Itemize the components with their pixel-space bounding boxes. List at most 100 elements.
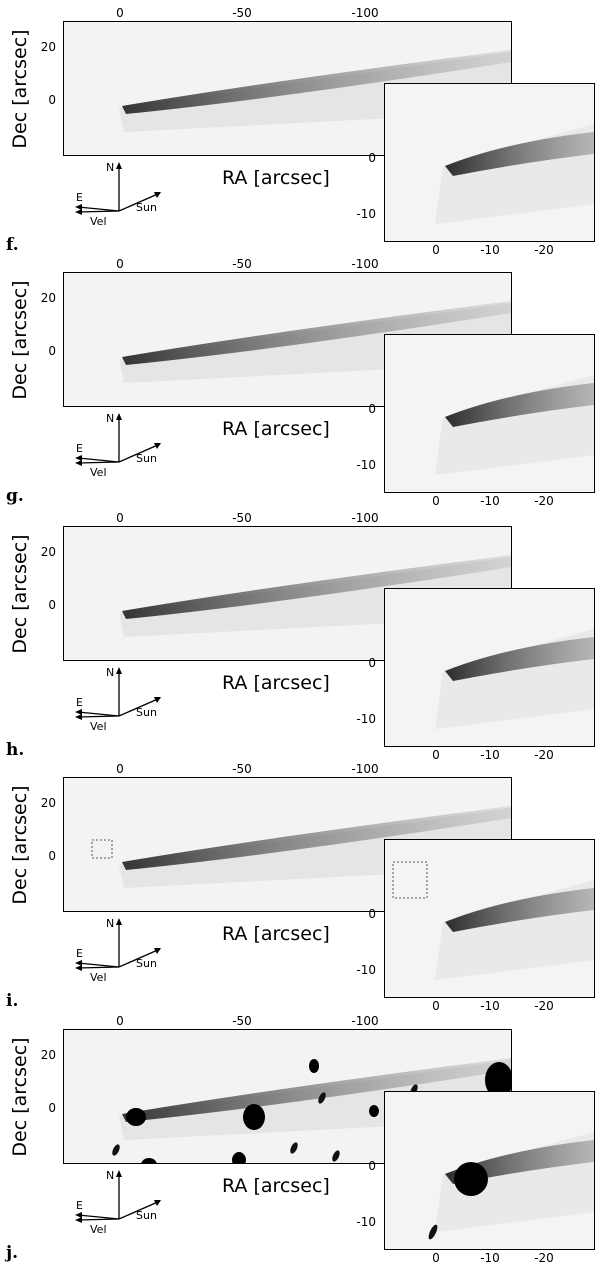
north-label: N (106, 917, 114, 930)
inset-image (384, 839, 595, 998)
dec-tick-label: 0 (48, 1101, 56, 1115)
orientation-compass: N E Vel Sun (72, 159, 182, 229)
dec-tick-label: 20 (40, 796, 56, 810)
dec-axis-label: Dec [arcsec] (9, 280, 31, 400)
ra-axis-label: RA [arcsec] (222, 923, 330, 945)
inset-dec-tick: -10 (356, 458, 376, 472)
inset-image (384, 588, 595, 747)
inset-ra-tick: -10 (480, 243, 500, 257)
ra-tick-label: 0 (116, 1014, 124, 1028)
ra-tick-label: 0 (116, 762, 124, 776)
panel-letter: g. (6, 486, 24, 506)
ra-tick-label: -50 (232, 6, 252, 20)
east-label: E (76, 442, 83, 455)
east-label: E (76, 1199, 83, 1212)
inset-dec-tick: 0 (368, 907, 376, 921)
inset-ra-tick: -10 (480, 748, 500, 762)
dec-axis-label: Dec [arcsec] (9, 1037, 31, 1157)
inset-ra-tick: 0 (432, 494, 440, 508)
inset-image (384, 334, 595, 493)
orientation-compass: N E Vel Sun (72, 1167, 182, 1237)
dec-tick-label: 0 (48, 849, 56, 863)
north-label: N (106, 666, 114, 679)
ra-tick-label: -50 (232, 511, 252, 525)
dec-axis-label: Dec [arcsec] (9, 785, 31, 905)
figure-panel: 0 -50 -100 20 0 Dec [arcsec] RA [arcsec] N E Vel S… (0, 760, 600, 1013)
sun-label: Sun (136, 957, 157, 970)
inset-tail (445, 888, 594, 932)
field-star (369, 1105, 379, 1117)
inset-ra-tick: -10 (480, 494, 500, 508)
velocity-arrow (77, 966, 120, 969)
inset-ra-tick: 0 (432, 748, 440, 762)
dec-tick-label: 0 (48, 598, 56, 612)
dec-tick-label: 20 (40, 1048, 56, 1062)
dec-tick-label: 0 (48, 344, 56, 358)
velocity-label: Vel (90, 215, 107, 228)
inset-dec-tick: 0 (368, 656, 376, 670)
dec-tick-label: 20 (40, 40, 56, 54)
panel-letter: f. (6, 235, 19, 255)
inset-dec-tick: -10 (356, 712, 376, 726)
dust-tail (122, 301, 511, 365)
field-star (454, 1162, 488, 1196)
figure-panel: 0 -50 -10 0 20 0 Dec [arcsec] RA [arcsec] N E Vel S… (0, 255, 600, 508)
ra-axis-label: RA [arcsec] (222, 167, 330, 189)
star-trail (332, 1150, 340, 1162)
east-arrow (77, 457, 120, 463)
inset-ra-tick: -10 (480, 999, 500, 1013)
ra-axis-label: RA [arcsec] (222, 418, 330, 440)
star-trail (112, 1144, 120, 1156)
inset-ra-tick: 0 (432, 1251, 440, 1265)
east-label: E (76, 947, 83, 960)
inset-ra-tick: -20 (534, 1251, 554, 1265)
field-star (309, 1059, 319, 1073)
star-trail (290, 1142, 298, 1154)
sun-arrow (118, 192, 161, 212)
inset-dec-tick: 0 (368, 1159, 376, 1173)
inset-dec-tick: -10 (356, 207, 376, 221)
velocity-arrow (77, 1218, 120, 1221)
ra-tick-label: -50 (232, 257, 252, 271)
dec-axis-label: Dec [arcsec] (9, 534, 31, 654)
sun-arrow (118, 1200, 161, 1220)
inset-image (384, 1091, 595, 1250)
inset-ra-tick: -20 (534, 748, 554, 762)
sun-label: Sun (136, 452, 157, 465)
panel-letter: i. (6, 991, 19, 1011)
ra-axis-label: RA [arcsec] (222, 672, 330, 694)
orientation-compass: N E Vel Sun (72, 664, 182, 734)
dec-tick-label: 20 (40, 291, 56, 305)
field-star (141, 1158, 157, 1163)
inset-tail (445, 132, 594, 176)
ra-axis-label: RA [arcsec] (222, 1175, 330, 1197)
ra-tick-label: 0 (116, 257, 124, 271)
east-label: E (76, 191, 83, 204)
dec-tick-label: 20 (40, 545, 56, 559)
dec-tick-label: 0 (48, 93, 56, 107)
inset-dec-tick: -10 (356, 963, 376, 977)
ra-tick-label: -100 (351, 6, 379, 20)
north-label: N (106, 1169, 114, 1182)
velocity-arrow (77, 461, 120, 464)
north-label: N (106, 412, 114, 425)
ra-tick-label: -100 (351, 1014, 379, 1028)
dust-tail (122, 806, 511, 870)
east-arrow (77, 962, 120, 968)
east-label: E (76, 696, 83, 709)
velocity-label: Vel (90, 1223, 107, 1236)
panel-letter: j. (6, 1243, 19, 1263)
dust-tail (122, 50, 511, 114)
sun-label: Sun (136, 201, 157, 214)
field-star (485, 1062, 511, 1098)
figure-panel: 0 -50 -100 20 0 Dec [arcsec] RA [arcsec] N E Vel S… (0, 4, 600, 257)
field-star (232, 1152, 246, 1163)
field-star (126, 1108, 146, 1126)
east-arrow (77, 711, 120, 717)
sun-arrow (118, 697, 161, 717)
ra-tick-label: -50 (232, 1014, 252, 1028)
sun-label: Sun (136, 1209, 157, 1222)
star-trail (428, 1224, 438, 1240)
orientation-compass: N E Vel Sun (72, 410, 182, 480)
velocity-label: Vel (90, 466, 107, 479)
